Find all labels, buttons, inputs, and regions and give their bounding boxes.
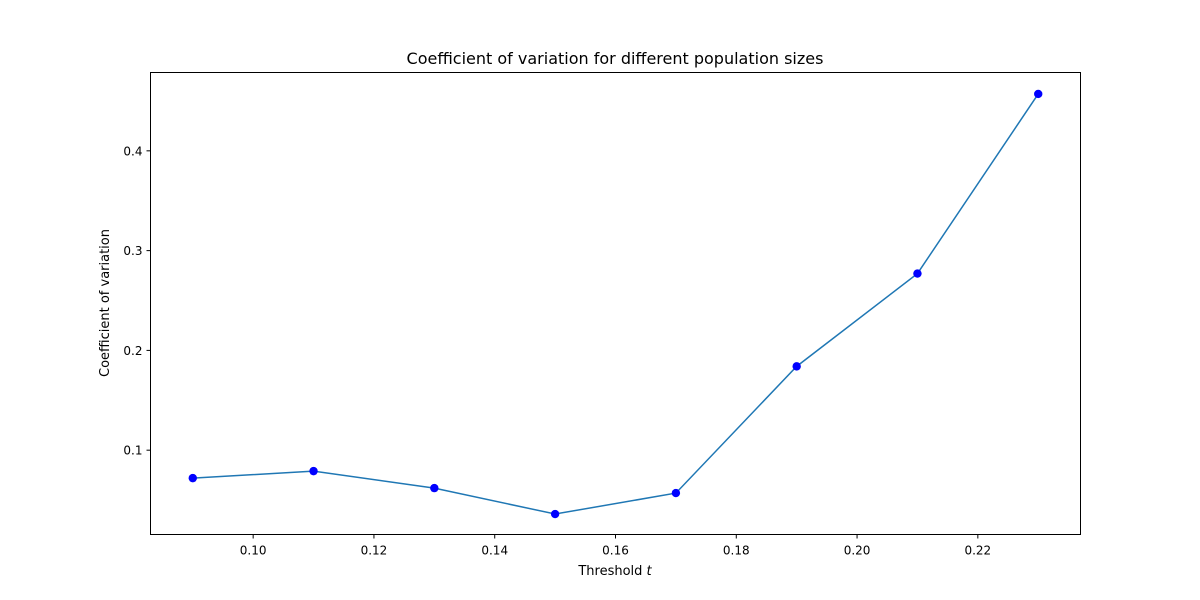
x-tick-label: 0.14: [481, 544, 508, 558]
series-line: [192, 93, 1039, 515]
x-axis-label: Threshold t: [577, 564, 652, 579]
x-tick-label: 0.18: [723, 544, 750, 558]
chart-title: Coefficient of variation for different p…: [407, 49, 824, 68]
data-point: [792, 362, 801, 371]
x-tick-label: 0.22: [964, 544, 991, 558]
y-axis: 0.1 0.2 0.3 0.4: [123, 144, 151, 458]
plot-area: [188, 89, 1043, 519]
y-tick-label: 0.3: [123, 244, 142, 258]
y-tick-label: 0.4: [123, 144, 142, 158]
y-tick-label: 0.2: [123, 344, 142, 358]
data-point: [1034, 89, 1043, 99]
x-tick-label: 0.10: [240, 544, 267, 558]
x-axis: 0.10 0.12 0.14 0.16 0.18 0.20 0.22: [240, 534, 991, 558]
y-tick-label: 0.1: [123, 444, 142, 458]
plot-frame: [150, 72, 1081, 535]
data-point: [550, 509, 560, 519]
x-tick-label: 0.20: [844, 544, 871, 558]
data-point: [913, 269, 922, 278]
data-point: [430, 483, 439, 493]
data-point: [188, 473, 197, 483]
x-tick-label: 0.12: [361, 544, 388, 558]
x-tick-label: 0.16: [602, 544, 629, 558]
data-point: [309, 466, 318, 476]
y-axis-label: Coefficient of variation: [98, 229, 113, 377]
data-point: [671, 488, 681, 498]
